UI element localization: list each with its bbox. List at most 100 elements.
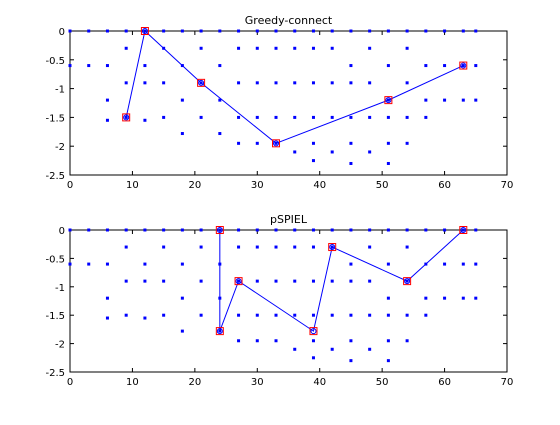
data-point xyxy=(311,279,315,283)
data-point xyxy=(386,115,390,119)
data-point xyxy=(124,29,128,33)
data-point xyxy=(405,245,409,249)
data-point xyxy=(311,115,315,119)
data-point xyxy=(405,228,409,232)
path-line xyxy=(219,229,464,332)
data-point xyxy=(162,115,166,119)
data-point xyxy=(124,81,128,85)
data-point xyxy=(330,150,334,154)
data-point xyxy=(199,29,203,33)
data-point xyxy=(199,46,203,50)
data-point xyxy=(474,296,478,300)
data-point xyxy=(349,81,353,85)
data-point xyxy=(218,132,222,136)
data-point xyxy=(274,115,278,119)
data-point xyxy=(349,115,353,119)
data-point xyxy=(143,64,147,68)
data-point xyxy=(199,245,203,249)
data-point xyxy=(424,98,428,102)
data-point xyxy=(386,141,390,145)
data-point xyxy=(124,245,128,249)
data-point xyxy=(105,316,109,320)
data-point xyxy=(461,262,465,266)
data-point xyxy=(405,141,409,145)
data-point xyxy=(68,228,72,232)
y-tick-label: -1.5 xyxy=(45,311,65,322)
selected-point-circle xyxy=(404,278,411,285)
data-point xyxy=(180,98,184,102)
data-point xyxy=(218,64,222,68)
selected-point-circle xyxy=(198,79,205,86)
y-tick-label: -2.5 xyxy=(45,171,65,182)
selected-point-circle xyxy=(141,28,148,34)
data-point xyxy=(330,313,334,317)
x-tick-label: 70 xyxy=(501,377,514,388)
data-point xyxy=(199,115,203,119)
data-point xyxy=(237,339,241,343)
data-point xyxy=(293,115,297,119)
data-point xyxy=(87,29,91,33)
data-point xyxy=(405,81,409,85)
chart-title: Greedy-connect xyxy=(245,14,333,27)
data-point xyxy=(274,228,278,232)
selected-point-square xyxy=(459,61,468,70)
data-point xyxy=(162,228,166,232)
data-point xyxy=(424,64,428,68)
data-point xyxy=(330,46,334,50)
data-point xyxy=(368,279,372,283)
data-point xyxy=(311,245,315,249)
selected-point-circle xyxy=(329,244,336,251)
data-point xyxy=(293,81,297,85)
data-point xyxy=(180,296,184,300)
data-point xyxy=(311,356,315,360)
selected-point-circle xyxy=(385,97,392,104)
chart-panel-1: Greedy-connect 0 10 20 30 40 50 60 70 0 -0.5 -1 -1.5… xyxy=(45,14,513,191)
data-point xyxy=(405,339,409,343)
data-point xyxy=(386,228,390,232)
data-point xyxy=(349,141,353,145)
data-point xyxy=(424,29,428,33)
data-point xyxy=(461,296,465,300)
data-point xyxy=(293,150,297,154)
data-point xyxy=(424,296,428,300)
data-point xyxy=(237,245,241,249)
selected-point-square xyxy=(215,226,224,234)
data-point xyxy=(386,296,390,300)
data-point xyxy=(68,29,72,33)
data-point xyxy=(293,228,297,232)
data-point xyxy=(124,313,128,317)
data-point xyxy=(311,29,315,33)
chart-title: pSPIEL xyxy=(270,213,308,226)
x-tick-label: 60 xyxy=(438,377,451,388)
data-point xyxy=(349,339,353,343)
data-point xyxy=(386,161,390,165)
data-point xyxy=(180,228,184,232)
data-point xyxy=(124,279,128,283)
data-point xyxy=(330,347,334,351)
y-tick-label: -2.5 xyxy=(45,368,65,379)
data-point xyxy=(180,132,184,136)
y-tick-label: 0 xyxy=(59,27,65,38)
data-point xyxy=(443,29,447,33)
selected-point-square xyxy=(272,139,281,148)
x-tick-label: 10 xyxy=(126,377,139,388)
data-point xyxy=(474,64,478,68)
data-point xyxy=(349,161,353,165)
data-point xyxy=(237,141,241,145)
data-point xyxy=(330,279,334,283)
data-point xyxy=(349,64,353,68)
data-point xyxy=(143,228,147,232)
data-point xyxy=(199,228,203,232)
data-point xyxy=(237,81,241,85)
data-point xyxy=(386,359,390,363)
y-tick-label: -2 xyxy=(55,340,65,351)
data-point xyxy=(162,81,166,85)
selected-point-square xyxy=(459,226,468,234)
data-point xyxy=(274,245,278,249)
data-point xyxy=(237,115,241,119)
data-point xyxy=(424,313,428,317)
x-tick-label: 0 xyxy=(67,377,73,388)
data-point xyxy=(255,81,259,85)
data-point xyxy=(143,262,147,266)
